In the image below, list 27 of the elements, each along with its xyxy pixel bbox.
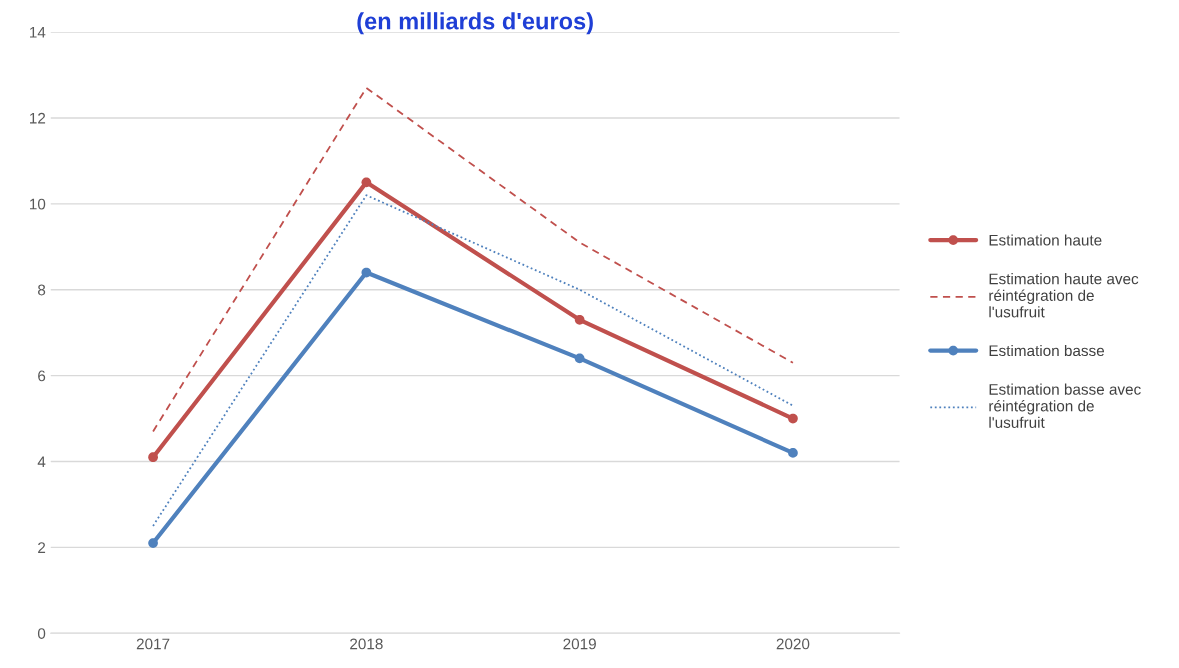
point	[361, 267, 372, 278]
y-tick-label: 2	[38, 542, 46, 553]
x-tick-label: 2019	[563, 638, 596, 650]
chart-title: (en milliards d'euros)	[357, 12, 593, 35]
line-series	[152, 86, 794, 433]
point	[148, 452, 158, 463]
y-tick-label: 10	[30, 198, 46, 210]
y-tick-label: 4	[37, 456, 46, 468]
y-tick-label: 14	[30, 27, 46, 38]
y-tick-label: 8	[38, 284, 46, 296]
y-tick-label: 12	[30, 112, 46, 124]
point	[361, 177, 372, 188]
y-tick-label: 0	[37, 628, 46, 639]
legend-label: Estimation basse	[989, 344, 1105, 357]
legend-label: Estimation haute	[989, 234, 1102, 246]
legend-label: Estimation basse avec réintégration de l'usufruit	[989, 383, 1141, 428]
point	[574, 353, 585, 364]
point	[788, 413, 798, 424]
point	[574, 314, 585, 325]
x-tick-label: 2020	[776, 638, 810, 650]
legend-label: Estimation haute avec réintégration de l'usufruit	[989, 273, 1139, 318]
point	[148, 538, 158, 548]
x-tick-label: 2017	[136, 638, 170, 650]
x-tick-label: 2018	[350, 638, 383, 650]
point	[788, 448, 798, 458]
line-series	[152, 194, 794, 527]
y-tick-label: 6	[38, 370, 46, 382]
